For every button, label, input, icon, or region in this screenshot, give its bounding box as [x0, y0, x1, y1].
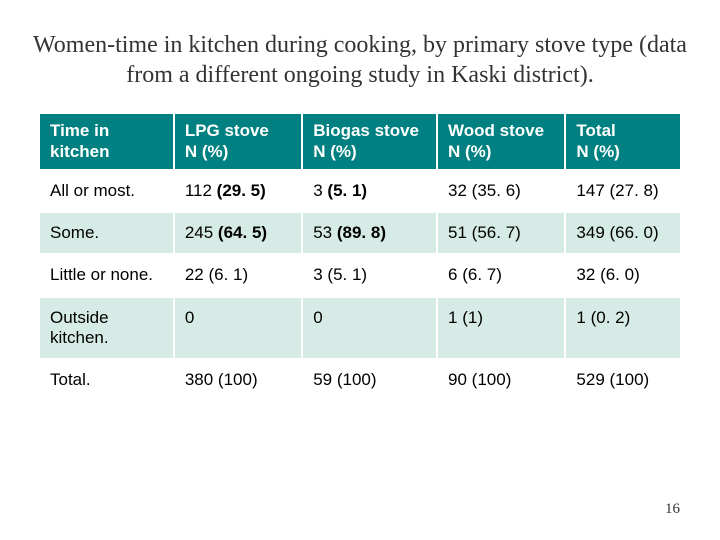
col-header-0: Time in kitchen: [39, 113, 174, 170]
table-head: Time inkitchenLPG stoveN (%)Biogas stove…: [39, 113, 681, 170]
cell-n: 147: [576, 181, 604, 200]
data-table: Time inkitchenLPG stoveN (%)Biogas stove…: [38, 112, 682, 403]
cell: 22 (6. 1): [174, 254, 302, 296]
cell: 6 (6. 7): [437, 254, 565, 296]
row-label: Outside kitchen.: [39, 297, 174, 360]
cell-pct: (6. 7): [462, 265, 502, 284]
cell-pct: (66. 0): [610, 223, 659, 242]
col-header-line1: Wood stove: [448, 121, 544, 140]
cell-pct: (100): [610, 370, 650, 389]
cell: 0: [302, 297, 437, 360]
cell-n: 53: [313, 223, 332, 242]
col-header-2: Biogas stove N (%): [302, 113, 437, 170]
col-header-1: LPG stove N (%): [174, 113, 302, 170]
col-header-line1: Time in: [50, 121, 109, 140]
cell: 529 (100): [565, 359, 681, 401]
cell-n: 32: [576, 265, 595, 284]
col-header-line2: N (%): [576, 142, 619, 161]
cell: 90 (100): [437, 359, 565, 401]
cell: 349 (66. 0): [565, 212, 681, 254]
cell-n: 90: [448, 370, 467, 389]
table-row: Outside kitchen.001 (1)1 (0. 2): [39, 297, 681, 360]
cell-n: 51: [448, 223, 467, 242]
slide-title: Women-time in kitchen during cooking, by…: [30, 30, 690, 90]
cell: 1 (0. 2): [565, 297, 681, 360]
col-header-line2: N (%): [448, 142, 491, 161]
cell-pct: (35. 6): [472, 181, 521, 200]
row-label: All or most.: [39, 170, 174, 212]
cell-n: 0: [185, 308, 194, 327]
cell-n: 112: [185, 181, 212, 200]
page-number: 16: [665, 501, 680, 518]
cell-n: 245: [185, 223, 213, 242]
cell-n: 3: [313, 181, 322, 200]
col-header-4: Total N (%): [565, 113, 681, 170]
slide-title-wrap: Women-time in kitchen during cooking, by…: [0, 0, 720, 108]
cell: 147 (27. 8): [565, 170, 681, 212]
cell-pct: (5. 1): [327, 265, 367, 284]
table-row: All or most.112 (29. 5)3 (5. 1)32 (35. 6…: [39, 170, 681, 212]
col-header-3: Wood stove N (%): [437, 113, 565, 170]
table-header-row: Time inkitchenLPG stoveN (%)Biogas stove…: [39, 113, 681, 170]
col-header-line1: LPG stove: [185, 121, 269, 140]
cell-n: 1: [448, 308, 457, 327]
cell-n: 349: [576, 223, 604, 242]
cell-n: 59: [313, 370, 332, 389]
row-label: Total.: [39, 359, 174, 401]
cell-n: 6: [448, 265, 457, 284]
col-header-line2: N (%): [313, 142, 356, 161]
row-label: Some.: [39, 212, 174, 254]
cell-pct: (100): [218, 370, 258, 389]
cell-n: 529: [576, 370, 604, 389]
cell-pct: (6. 1): [208, 265, 248, 284]
cell-pct: (64. 5): [218, 223, 267, 242]
cell: 32 (35. 6): [437, 170, 565, 212]
cell: 32 (6. 0): [565, 254, 681, 296]
cell: 245 (64. 5): [174, 212, 302, 254]
cell-pct: (56. 7): [472, 223, 521, 242]
col-header-line2: N (%): [185, 142, 228, 161]
cell: 1 (1): [437, 297, 565, 360]
table-row: Some.245 (64. 5)53 (89. 8)51 (56. 7)349 …: [39, 212, 681, 254]
cell-n: 3: [313, 265, 322, 284]
cell: 380 (100): [174, 359, 302, 401]
row-label: Little or none.: [39, 254, 174, 296]
cell-pct: (6. 0): [600, 265, 640, 284]
cell-pct: (100): [337, 370, 377, 389]
cell-n: 380: [185, 370, 213, 389]
cell-n: 0: [313, 308, 322, 327]
cell-pct: (27. 8): [610, 181, 659, 200]
table-body: All or most.112 (29. 5)3 (5. 1)32 (35. 6…: [39, 170, 681, 402]
cell-pct: (1): [462, 308, 483, 327]
table-row: Total.380 (100)59 (100)90 (100)529 (100): [39, 359, 681, 401]
table-row: Little or none.22 (6. 1)3 (5. 1)6 (6. 7)…: [39, 254, 681, 296]
col-header-line2: kitchen: [50, 142, 110, 161]
cell: 3 (5. 1): [302, 254, 437, 296]
cell-pct: (89. 8): [337, 223, 386, 242]
cell-pct: (100): [472, 370, 512, 389]
cell: 0: [174, 297, 302, 360]
col-header-line1: Biogas stove: [313, 121, 419, 140]
cell-n: 1: [576, 308, 585, 327]
cell-n: 22: [185, 265, 204, 284]
cell: 59 (100): [302, 359, 437, 401]
cell-pct: (0. 2): [591, 308, 631, 327]
cell-n: 32: [448, 181, 467, 200]
cell-pct: (29. 5): [217, 181, 266, 200]
cell: 51 (56. 7): [437, 212, 565, 254]
cell: 53 (89. 8): [302, 212, 437, 254]
cell-pct: (5. 1): [327, 181, 367, 200]
cell: 3 (5. 1): [302, 170, 437, 212]
col-header-line1: Total: [576, 121, 615, 140]
cell: 112 (29. 5): [174, 170, 302, 212]
data-table-wrap: Time inkitchenLPG stoveN (%)Biogas stove…: [0, 108, 720, 403]
